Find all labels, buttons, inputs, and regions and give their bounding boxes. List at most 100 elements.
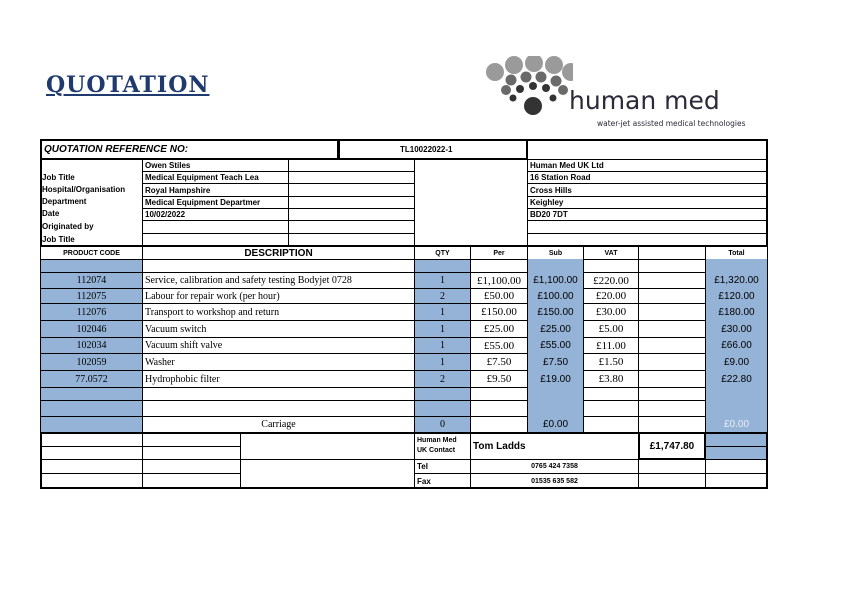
column-header-qty: QTY (414, 246, 471, 260)
column-header-per: Per (470, 246, 528, 260)
per-cell: £50.00 (470, 288, 528, 304)
description-cell: Vacuum shift valve (142, 337, 415, 354)
footer-box (40, 432, 768, 489)
sub-cell (527, 259, 584, 273)
sub-cell (527, 400, 584, 417)
product-code-cell (40, 400, 143, 417)
per-cell: £25.00 (470, 320, 528, 338)
total-cell: £22.80 (705, 370, 768, 388)
description-cell (142, 259, 415, 273)
dots-logo-icon (486, 54, 580, 115)
logo-tagline: water-jet assisted medical technologies (597, 119, 746, 128)
vat-cell (583, 387, 639, 401)
description-cell: Labour for repair work (per hour) (142, 288, 415, 304)
vat-cell: £5.00 (583, 320, 639, 338)
qty-cell: 1 (414, 320, 471, 338)
qty-cell: 1 (414, 272, 471, 289)
product-code-cell: 112076 (40, 303, 143, 321)
qty-cell: 2 (414, 370, 471, 388)
sub-cell: £150.00 (527, 303, 584, 321)
customer-field-label: Department (42, 197, 87, 206)
sub-cell: £7.50 (527, 353, 584, 371)
supplier-address-line (527, 220, 768, 234)
product-code-cell: 102034 (40, 337, 143, 354)
blank-cell (638, 387, 706, 401)
product-code-cell: 77.0572 (40, 370, 143, 388)
product-code-cell (40, 387, 143, 401)
qty-cell: 2 (414, 288, 471, 304)
per-cell (470, 259, 528, 273)
description-cell: Hydrophobic filter (142, 370, 415, 388)
product-code-cell: 112074 (40, 272, 143, 289)
per-cell: £150.00 (470, 303, 528, 321)
blank-cell (638, 400, 706, 417)
per-cell (470, 387, 528, 401)
customer-value-cell (142, 220, 289, 234)
vat-cell: £1.50 (583, 353, 639, 371)
column-header-total: Total (705, 246, 768, 260)
sub-cell: £0.00 (527, 416, 584, 433)
total-cell (705, 400, 768, 417)
per-cell: £7.50 (470, 353, 528, 371)
qty-cell (414, 387, 471, 401)
reference-blank (527, 139, 768, 160)
sub-cell: £55.00 (527, 337, 584, 354)
qty-cell: 1 (414, 303, 471, 321)
vat-cell: £20.00 (583, 288, 639, 304)
blank-cell (288, 220, 415, 234)
blank-cell (288, 183, 415, 197)
logo-wordmark: human med (569, 86, 720, 115)
total-cell: £120.00 (705, 288, 768, 304)
vat-cell: £11.00 (583, 337, 639, 354)
customer-field-label: Hospital/Organisation (42, 185, 126, 194)
customer-field-label: Originated by (42, 222, 94, 231)
human-med-logo: human med water-jet assisted medical tec… (483, 54, 761, 130)
blank-cell (638, 416, 706, 433)
qty-cell: 1 (414, 353, 471, 371)
product-code-cell (40, 259, 143, 273)
total-cell: £30.00 (705, 320, 768, 338)
blank-cell (638, 303, 706, 321)
blank-cell (638, 337, 706, 354)
column-header-vat: VAT (583, 246, 639, 260)
sub-cell: £19.00 (527, 370, 584, 388)
reference-label: QUOTATION REFERENCE NO: (40, 139, 339, 160)
vat-cell (583, 416, 639, 433)
description-cell: Washer (142, 353, 415, 371)
total-cell: £66.00 (705, 337, 768, 354)
per-cell (470, 416, 528, 433)
blank-cell (288, 233, 415, 247)
description-cell (142, 387, 415, 401)
per-cell: £1,100.00 (470, 272, 528, 289)
customer-field-label: Date (42, 209, 60, 218)
column-header-description: DESCRIPTION (142, 246, 415, 260)
column-header-blank (638, 246, 706, 260)
blank-cell (638, 320, 706, 338)
total-cell: £0.00 (705, 416, 768, 433)
column-header-product-code: PRODUCT CODE (40, 246, 143, 260)
page-title: QUOTATION (46, 72, 210, 98)
supplier-address-line (527, 233, 768, 247)
qty-cell (414, 259, 471, 273)
blank-cell (638, 288, 706, 304)
qty-cell: 0 (414, 416, 471, 433)
description-cell: Vacuum switch (142, 320, 415, 338)
blank-cell (638, 272, 706, 289)
sub-cell: £1,100.00 (527, 272, 584, 289)
per-cell (470, 400, 528, 417)
product-code-cell (40, 416, 143, 433)
blank-cell (638, 353, 706, 371)
customer-value-cell (142, 233, 289, 247)
description-cell: Transport to workshop and return (142, 303, 415, 321)
sub-cell (527, 387, 584, 401)
description-cell: Service, calibration and safety testing … (142, 272, 415, 289)
per-cell: £9.50 (470, 370, 528, 388)
product-code-cell: 102046 (40, 320, 143, 338)
blank-cell (638, 259, 706, 273)
total-cell (705, 387, 768, 401)
supplier-address-line: Cross Hills (527, 183, 768, 197)
customer-field-label: Job Title (42, 235, 75, 244)
total-cell: £180.00 (705, 303, 768, 321)
qty-cell (414, 400, 471, 417)
